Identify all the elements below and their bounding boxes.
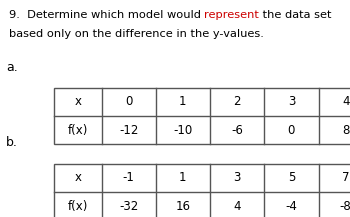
Text: -12: -12 bbox=[119, 124, 138, 137]
Text: 0: 0 bbox=[288, 124, 295, 137]
Text: 3: 3 bbox=[288, 95, 295, 108]
Text: -4: -4 bbox=[286, 200, 297, 213]
Text: f(x): f(x) bbox=[68, 124, 88, 137]
Text: -32: -32 bbox=[119, 200, 138, 213]
Text: 4: 4 bbox=[342, 95, 349, 108]
Text: based only on the difference in the y-values.: based only on the difference in the y-va… bbox=[9, 29, 264, 39]
Text: x: x bbox=[74, 171, 81, 184]
Text: 1: 1 bbox=[179, 171, 187, 184]
Text: 9.  Determine which model would: 9. Determine which model would bbox=[9, 10, 204, 20]
Bar bbox=[54, 88, 350, 144]
Text: x: x bbox=[74, 95, 81, 108]
Bar bbox=[54, 164, 350, 217]
Text: 16: 16 bbox=[175, 200, 190, 213]
Text: 1: 1 bbox=[179, 95, 187, 108]
Text: -1: -1 bbox=[123, 171, 134, 184]
Text: -8: -8 bbox=[340, 200, 350, 213]
Text: 2: 2 bbox=[233, 95, 241, 108]
Text: 4: 4 bbox=[233, 200, 241, 213]
Text: represent: represent bbox=[204, 10, 259, 20]
Text: the data set: the data set bbox=[259, 10, 332, 20]
Text: -6: -6 bbox=[231, 124, 243, 137]
Text: -10: -10 bbox=[173, 124, 193, 137]
Text: 3: 3 bbox=[233, 171, 241, 184]
Text: a.: a. bbox=[6, 61, 18, 74]
Text: 8: 8 bbox=[342, 124, 349, 137]
Text: 0: 0 bbox=[125, 95, 132, 108]
Text: b.: b. bbox=[6, 136, 18, 149]
Text: 5: 5 bbox=[288, 171, 295, 184]
Text: f(x): f(x) bbox=[68, 200, 88, 213]
Text: 7: 7 bbox=[342, 171, 349, 184]
